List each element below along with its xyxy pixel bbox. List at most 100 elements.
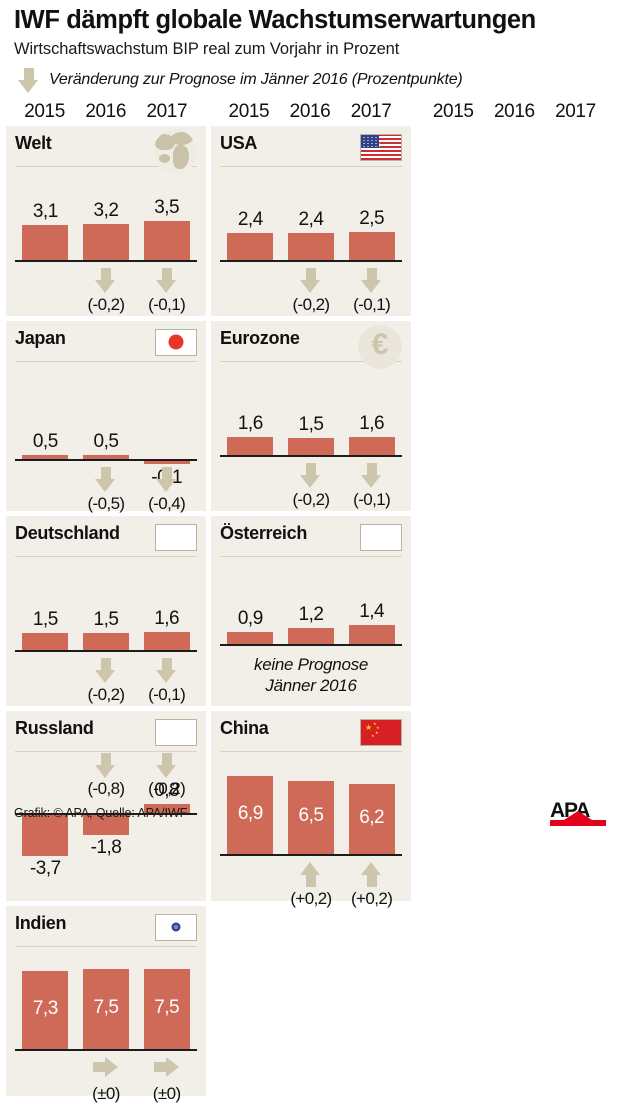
country-panel: Japan 0,50,5(-0,5)-0,1(-0,4) xyxy=(6,320,206,513)
delta-label: (-0,4) xyxy=(148,493,186,513)
legend-label: Veränderung zur Prognose im Jänner 2016 … xyxy=(49,71,463,89)
delta-arrow-slot xyxy=(136,466,197,497)
year-label: 2017 xyxy=(350,100,392,122)
bar-value-label: 7,3 xyxy=(32,997,58,1019)
panel-title: Indien xyxy=(15,912,67,933)
chart-baseline xyxy=(15,812,197,816)
bar-value-label: 2,5 xyxy=(359,208,385,230)
bar-value-label: -3,7 xyxy=(29,858,61,880)
panel-divider xyxy=(220,555,402,557)
flag-germany-icon xyxy=(155,523,197,551)
globe-icon xyxy=(153,129,197,174)
apa-logo: APA xyxy=(550,800,606,826)
delta-label: (-0,2) xyxy=(87,294,125,314)
bar-value-label: 0,8 xyxy=(154,779,180,801)
delta-label: (-0,1) xyxy=(353,489,391,509)
footer: Grafik: © APA, Quelle: APA/IWF APA xyxy=(0,793,620,833)
year-label: 2016 xyxy=(85,100,126,122)
flag-china-icon: ★ ★ ★ ★ ★ xyxy=(360,718,402,746)
bar-value-label: 0,9 xyxy=(237,607,263,629)
bar xyxy=(83,815,129,835)
bar-value-label: 3,2 xyxy=(93,200,119,222)
delta-label: (-0,2) xyxy=(292,294,330,314)
bar-value-label: 7,5 xyxy=(154,996,180,1018)
bar-value-label: 1,6 xyxy=(359,412,385,434)
bar-value-label: 1,6 xyxy=(237,412,263,434)
year-label: 2016 xyxy=(493,100,535,122)
bar-value-label: 3,5 xyxy=(154,197,180,219)
delta-arrow-slot xyxy=(281,267,342,298)
arrow-down-icon xyxy=(95,466,116,492)
delta-arrow-slot xyxy=(136,1056,197,1083)
flag-japan-icon xyxy=(155,328,197,356)
bar-value-label: 6,9 xyxy=(237,802,263,824)
panel-title: Japan xyxy=(15,327,66,348)
year-label: 2017 xyxy=(555,100,596,122)
delta-arrow-slot xyxy=(76,657,137,688)
bar-value-label: 6,2 xyxy=(359,806,385,828)
year-header-row: 2015 2016 2017 2015 2016 2017 2015 2016 … xyxy=(0,101,620,123)
panel-chart: 7,3 7,5 (±0) 7,5 (±0) xyxy=(15,948,197,1103)
delta-arrow-slot xyxy=(281,861,342,892)
bar-value-label: 7,5 xyxy=(93,996,119,1018)
bar-value-label: -1,8 xyxy=(90,837,122,859)
delta-arrow-slot xyxy=(76,267,137,298)
arrow-up-icon xyxy=(300,861,321,887)
delta-label: (-0,2) xyxy=(87,684,125,704)
panel-title: Welt xyxy=(15,132,52,153)
apa-logo-triangle xyxy=(564,811,592,820)
country-panel: Indien 7,3 7,5 (±0) 7,5 (±0) xyxy=(6,905,206,1103)
arrow-down-icon xyxy=(300,462,321,488)
bar xyxy=(227,233,274,260)
chart-baseline xyxy=(220,454,402,458)
country-panel: Eurozone €1,6 1,5 (-0,2) 1,6 (-0,1) xyxy=(211,320,411,511)
delta-label: (±0) xyxy=(92,1083,120,1103)
chart-baseline xyxy=(15,259,197,263)
delta-arrow-slot xyxy=(281,462,342,493)
no-forecast-note: keine Prognose Jänner 2016 xyxy=(220,654,402,697)
panel-header: Russland xyxy=(15,718,197,749)
delta-arrow-slot xyxy=(76,466,137,497)
arrow-down-icon xyxy=(156,267,177,293)
bar-value-label: 3,1 xyxy=(32,201,58,223)
flag-austria-icon xyxy=(360,523,402,551)
chart-baseline xyxy=(220,259,402,263)
bar xyxy=(143,221,190,260)
panel-title: China xyxy=(220,717,269,738)
credit-text: Grafik: © APA, Quelle: APA/IWF xyxy=(14,806,188,820)
no-forecast-line2: Jänner 2016 xyxy=(265,675,357,695)
arrow-down-icon xyxy=(300,267,321,293)
delta-label: (+0,2) xyxy=(290,888,332,908)
flag-russia-icon xyxy=(155,718,197,746)
delta-arrow-slot xyxy=(341,861,402,892)
euro-symbol-icon: € xyxy=(358,324,402,369)
arrow-down-icon xyxy=(361,462,382,488)
panel-header: USA xyxy=(220,133,402,164)
bar xyxy=(288,438,334,455)
year-label: 2015 xyxy=(432,100,474,122)
bar xyxy=(288,233,334,260)
arrow-down-icon xyxy=(361,267,382,293)
bar-value-label: 1,5 xyxy=(298,414,324,436)
bar-value-label: 1,2 xyxy=(298,603,324,625)
panel-chart: 0,9 1,2 1,4 keine Prognose Jänner 2016 xyxy=(220,558,402,702)
panel-divider xyxy=(15,165,197,167)
flag-usa-icon xyxy=(360,133,402,161)
panel-title: Österreich xyxy=(220,522,308,543)
panel-header: Indien xyxy=(15,912,197,944)
year-header-group: 2015 2016 2017 xyxy=(6,101,205,123)
bar-value-label: 0,5 xyxy=(32,430,58,452)
arrow-down-icon xyxy=(95,267,116,293)
panel-title: Eurozone xyxy=(220,327,300,348)
delta-label: (-0,1) xyxy=(148,684,186,704)
chart-baseline xyxy=(15,458,197,462)
country-panel: Welt 3,1 3,2 (-0,2) 3,5 (-0,1) xyxy=(6,125,206,316)
panel-divider xyxy=(220,165,402,167)
arrow-down-icon xyxy=(156,466,177,492)
panel-chart: 0,50,5(-0,5)-0,1(-0,4) xyxy=(15,363,197,513)
year-label: 2015 xyxy=(24,100,65,122)
bar-value-label: 1,5 xyxy=(93,609,119,631)
arrow-down-icon xyxy=(95,657,116,683)
delta-arrow-slot xyxy=(341,267,402,298)
bar xyxy=(143,461,190,465)
